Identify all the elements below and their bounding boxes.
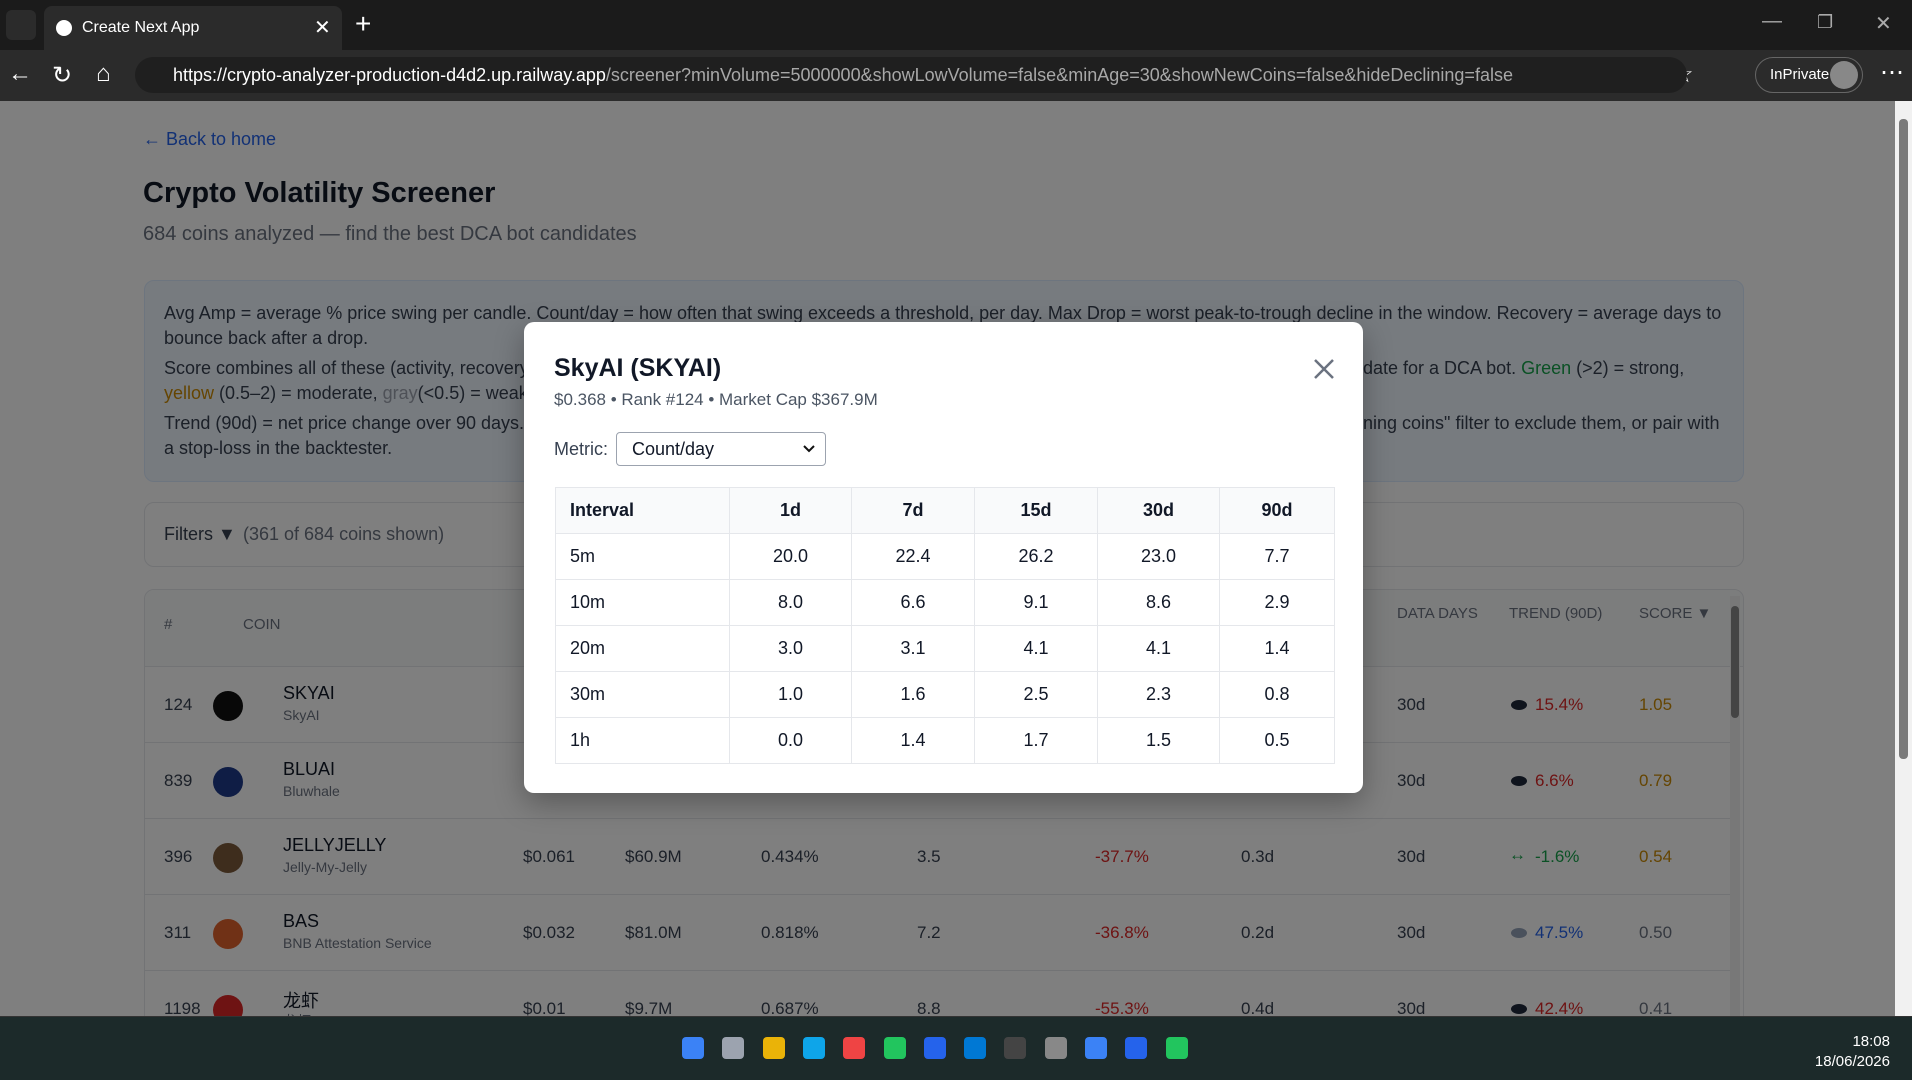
reload-button[interactable]: ↻ bbox=[52, 62, 73, 89]
taskbar-icon[interactable] bbox=[843, 1037, 866, 1059]
taskbar-icon[interactable] bbox=[1004, 1037, 1027, 1059]
interval-table: Interval 1d 7d 15d 30d 90d 5m 20.0 22.4 26.2 23.0 7… bbox=[555, 487, 1335, 764]
interval-value: 2.9 bbox=[1219, 579, 1335, 626]
interval-value: 20.0 bbox=[729, 533, 852, 580]
taskbar-icon[interactable] bbox=[964, 1037, 987, 1059]
url-field[interactable]: https://crypto-analyzer-production-d4d2.… bbox=[135, 57, 1687, 93]
url-path: /screener?minVolume=5000000&showLowVolum… bbox=[605, 65, 1513, 85]
taskbar-icon[interactable] bbox=[1125, 1037, 1148, 1059]
interval-row: 20m 3.0 3.1 4.1 4.1 1.4 bbox=[555, 625, 1335, 672]
interval-value: 3.1 bbox=[851, 625, 975, 672]
interval-value: 9.1 bbox=[974, 579, 1098, 626]
interval-value: 0.5 bbox=[1219, 717, 1335, 764]
taskbar-icon[interactable] bbox=[1044, 1037, 1067, 1059]
avatar bbox=[1830, 61, 1858, 89]
home-button[interactable]: ⌂ bbox=[96, 60, 111, 87]
restore[interactable]: ❐ bbox=[1817, 12, 1834, 32]
page-scrollbar bbox=[1895, 101, 1912, 1016]
interval-header: 90d bbox=[1219, 487, 1335, 534]
taskbar-icon[interactable] bbox=[722, 1037, 745, 1059]
taskbar-icon[interactable] bbox=[1085, 1037, 1107, 1059]
tab-title: Create Next App bbox=[82, 19, 200, 36]
interval-header: 15d bbox=[974, 487, 1098, 534]
new-tab[interactable]: + bbox=[355, 8, 372, 39]
interval-name: 5m bbox=[555, 533, 730, 580]
metric-select[interactable]: Count/day bbox=[616, 432, 826, 466]
scroll-thumb[interactable] bbox=[1899, 119, 1908, 759]
tab-bar: Create Next App ✕ + — ❐ ✕ bbox=[0, 0, 1912, 50]
tab-icon bbox=[56, 20, 72, 36]
interval-value: 8.6 bbox=[1097, 579, 1220, 626]
taskbar-icon[interactable] bbox=[1165, 1037, 1188, 1059]
interval-value: 22.4 bbox=[851, 533, 975, 580]
tab-menu[interactable] bbox=[6, 10, 36, 40]
taskbar-icon[interactable] bbox=[682, 1037, 704, 1059]
coin-modal: SkyAI (SKYAI) $0.368 • Rank #124 • Marke… bbox=[524, 322, 1363, 793]
interval-value: 4.1 bbox=[974, 625, 1098, 672]
clock-time: 18:08 bbox=[1852, 1033, 1890, 1050]
interval-value: 1.7 bbox=[974, 717, 1098, 764]
interval-value: 7.7 bbox=[1219, 533, 1335, 580]
interval-name: 1h bbox=[555, 717, 730, 764]
tab-close[interactable]: ✕ bbox=[314, 17, 331, 39]
profile-label: InPrivate bbox=[1770, 66, 1830, 83]
url-host: https://crypto-analyzer-production-d4d2.… bbox=[173, 65, 606, 85]
interval-row: 1h 0.0 1.4 1.7 1.5 0.5 bbox=[555, 717, 1335, 764]
interval-value: 3.0 bbox=[729, 625, 852, 672]
interval-value: 2.3 bbox=[1097, 671, 1220, 718]
interval-value: 1.0 bbox=[729, 671, 852, 718]
modal-subtitle: $0.368 • Rank #124 • Market Cap $367.9M bbox=[554, 390, 878, 409]
modal-title: SkyAI (SKYAI) bbox=[554, 354, 722, 382]
interval-value: 4.1 bbox=[1097, 625, 1220, 672]
clock-date: 18/06/2026 bbox=[1814, 1053, 1890, 1070]
interval-value: 0.8 bbox=[1219, 671, 1335, 718]
tab[interactable]: Create Next App ✕ bbox=[44, 6, 342, 50]
taskbar-icon[interactable] bbox=[923, 1037, 946, 1059]
back-button[interactable]: ← bbox=[8, 60, 32, 87]
profile-button[interactable]: InPrivate bbox=[1755, 57, 1863, 93]
interval-row: 10m 8.0 6.6 9.1 8.6 2.9 bbox=[555, 579, 1335, 626]
minimize[interactable]: — bbox=[1762, 10, 1782, 32]
metric-value: Count/day bbox=[632, 439, 715, 459]
interval-header: 1d bbox=[729, 487, 852, 534]
interval-header: Interval bbox=[555, 487, 730, 534]
interval-value: 1.4 bbox=[1219, 625, 1335, 672]
interval-value: 1.5 bbox=[1097, 717, 1220, 764]
taskbar-icon[interactable] bbox=[883, 1037, 906, 1059]
modal-close[interactable] bbox=[1312, 357, 1336, 381]
interval-value: 23.0 bbox=[1097, 533, 1220, 580]
interval-header: 30d bbox=[1097, 487, 1220, 534]
taskbar-icon[interactable] bbox=[762, 1037, 785, 1059]
interval-row: 5m 20.0 22.4 26.2 23.0 7.7 bbox=[555, 533, 1335, 580]
close-window[interactable]: ✕ bbox=[1875, 13, 1892, 35]
interval-value: 1.4 bbox=[851, 717, 975, 764]
interval-name: 20m bbox=[555, 625, 730, 672]
interval-value: 0.0 bbox=[729, 717, 852, 764]
interval-value: 2.5 bbox=[974, 671, 1098, 718]
interval-value: 1.6 bbox=[851, 671, 975, 718]
select-arrow bbox=[803, 445, 815, 453]
menu[interactable]: ⋯ bbox=[1880, 59, 1904, 86]
header-row: Interval 1d 7d 15d 30d 90d bbox=[555, 487, 1335, 534]
interval-value: 8.0 bbox=[729, 579, 852, 626]
taskbar-icon[interactable] bbox=[802, 1037, 825, 1059]
interval-row: 30m 1.0 1.6 2.5 2.3 0.8 bbox=[555, 671, 1335, 718]
interval-name: 30m bbox=[555, 671, 730, 718]
interval-name: 10m bbox=[555, 579, 730, 626]
interval-value: 26.2 bbox=[974, 533, 1098, 580]
metric-label: Metric: bbox=[554, 439, 608, 459]
interval-value: 6.6 bbox=[851, 579, 975, 626]
taskbar: 18:08 18/06/2026 bbox=[0, 1016, 1912, 1080]
interval-header: 7d bbox=[851, 487, 975, 534]
